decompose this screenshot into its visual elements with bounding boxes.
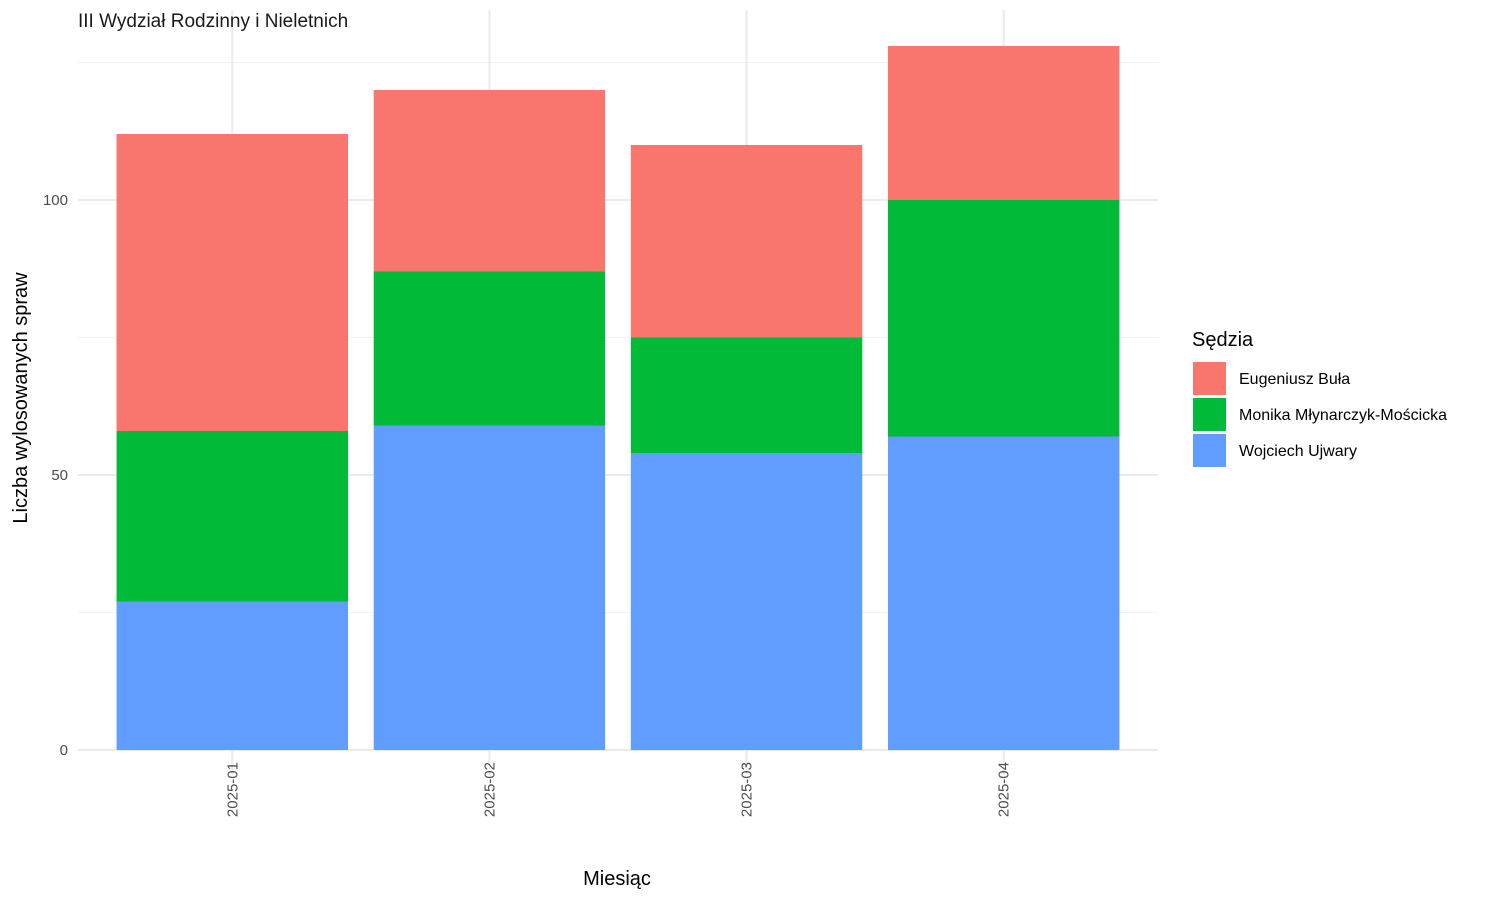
y-axis: 0 50 100: [43, 192, 68, 759]
x-tick-label: 2025-02: [481, 762, 498, 817]
legend-swatch: [1193, 398, 1226, 431]
chart-title: III Wydział Rodzinny i Nieletnich: [78, 11, 348, 32]
legend-swatch: [1193, 362, 1226, 395]
legend-label: Monika Młynarczyk-Mościcka: [1239, 407, 1447, 424]
y-axis-title: Liczba wylosowanych spraw: [10, 272, 32, 524]
legend-title: Sędzia: [1192, 329, 1254, 351]
x-axis: 2025-01 2025-02 2025-03 2025-04: [224, 762, 1012, 817]
x-tick-label: 2025-03: [739, 762, 756, 817]
x-tick-label: 2025-04: [996, 762, 1013, 817]
bar-segment: [373, 271, 606, 426]
bar-segment: [373, 425, 606, 750]
legend-label: Wojciech Ujwary: [1239, 443, 1357, 460]
bar-segment: [888, 436, 1120, 750]
x-tick-label: 2025-01: [224, 762, 241, 817]
bar-segment: [630, 145, 863, 338]
bar-segment: [116, 601, 348, 750]
y-tick-label: 0: [60, 742, 68, 759]
y-tick-label: 50: [51, 467, 68, 484]
legend-label: Eugeniusz Buła: [1239, 371, 1350, 388]
x-axis-title: Miesiąc: [583, 868, 651, 890]
bar-segment: [888, 46, 1120, 200]
bar-segment: [116, 134, 348, 431]
legend: Sędzia Eugeniusz Buła Monika Młynarczyk-M…: [1192, 329, 1447, 467]
legend-swatch: [1193, 434, 1226, 467]
bar-segment: [630, 337, 863, 453]
bar-segment: [116, 431, 348, 602]
bar-segment: [373, 90, 606, 272]
bars: [116, 46, 1120, 750]
bar-segment: [630, 453, 863, 750]
y-tick-label: 100: [43, 192, 68, 209]
bar-segment: [888, 200, 1120, 437]
